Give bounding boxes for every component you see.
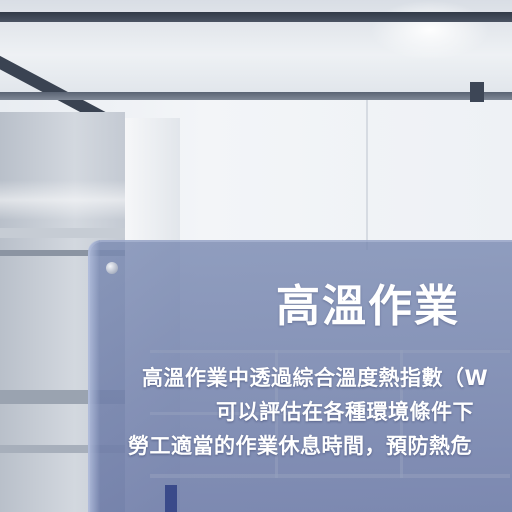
cabinet-shelf — [0, 228, 125, 238]
info-panel — [88, 240, 512, 512]
grid-line — [275, 350, 278, 478]
panel-text-line: 勞工適當的作業休息時間，預防熱危 — [128, 434, 472, 458]
cabinet-shelf — [0, 445, 125, 453]
ceiling-lower-beam — [0, 92, 512, 100]
panel-title: 高溫作業 — [276, 281, 460, 332]
cabinet-shelf — [0, 250, 125, 256]
ceiling-beam — [0, 12, 512, 22]
wall-seam — [366, 100, 368, 250]
ceiling-light — [370, 0, 490, 60]
grid-line — [400, 350, 403, 478]
info-panel-edge — [88, 240, 100, 512]
panel-grid — [150, 350, 510, 480]
cabinet-reflection — [0, 180, 125, 220]
panel-text-line: 高溫作業中透過綜合溫度熱指數（W — [142, 366, 489, 390]
panel-text-line: 可以評估在各種環境條件下 — [216, 400, 474, 424]
grid-line — [150, 474, 510, 478]
screw-icon — [106, 262, 118, 274]
panel-post — [165, 485, 177, 512]
grid-line — [150, 350, 510, 353]
ceiling-post — [470, 82, 484, 102]
